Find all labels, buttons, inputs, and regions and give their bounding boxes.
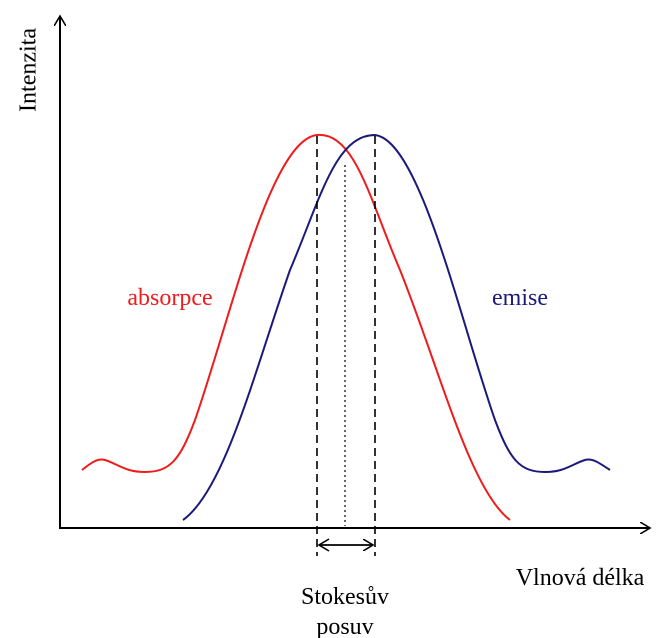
- shift-label: posuv: [316, 614, 373, 638]
- emission-curve: [182, 133, 611, 521]
- shift-label: Stokesův: [301, 584, 389, 610]
- y-axis-label: Intenzita: [16, 28, 42, 112]
- x-axis-label: Vlnová délka: [516, 565, 645, 591]
- shift-arrow-head: [317, 538, 330, 552]
- absorption-curve: [81, 133, 511, 521]
- absorption-label: absorpce: [127, 285, 212, 311]
- emission-label: emise: [492, 285, 548, 311]
